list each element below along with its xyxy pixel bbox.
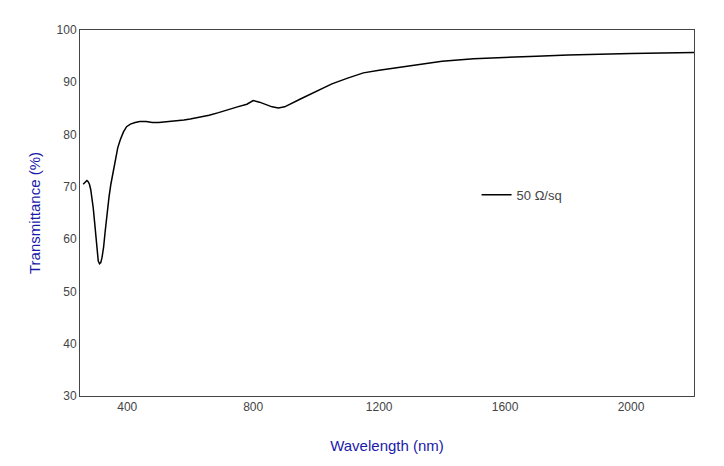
svg-text:Wavelength (nm): Wavelength (nm) [330,437,444,454]
svg-text:800: 800 [243,400,263,414]
svg-text:100: 100 [57,23,77,37]
svg-text:40: 40 [63,337,77,351]
svg-text:80: 80 [63,128,77,142]
svg-text:30: 30 [63,389,77,403]
svg-text:Transmittance (%): Transmittance (%) [26,152,43,274]
svg-text:2000: 2000 [618,400,645,414]
svg-text:90: 90 [63,75,77,89]
svg-text:1200: 1200 [366,400,393,414]
svg-text:1600: 1600 [492,400,519,414]
svg-text:50: 50 [63,285,77,299]
svg-text:400: 400 [117,400,137,414]
svg-text:50 Ω/sq: 50 Ω/sq [517,188,562,203]
svg-text:60: 60 [63,232,77,246]
svg-text:70: 70 [63,180,77,194]
